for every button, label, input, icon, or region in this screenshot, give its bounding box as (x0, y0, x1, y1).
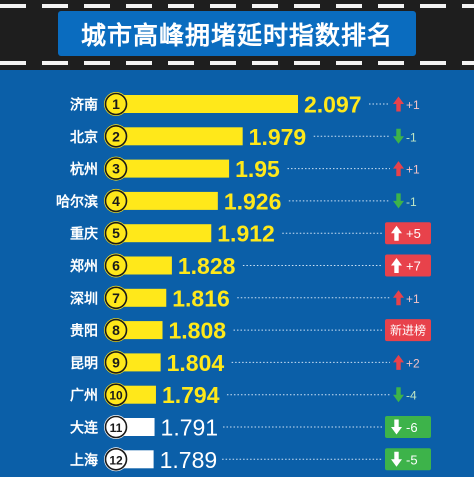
up-arrow-icon (393, 96, 404, 112)
change-text: -5 (406, 452, 418, 467)
down-arrow-icon (393, 387, 404, 403)
rank-circle (104, 125, 128, 148)
change-text: +1 (406, 292, 420, 306)
value-label: 1.808 (169, 318, 227, 344)
bar (116, 288, 167, 307)
rank-circle (104, 415, 128, 439)
road-marking-bottom (0, 61, 474, 65)
city-label: 广州 (70, 387, 98, 404)
rank-number: 9 (112, 354, 120, 370)
rank-circle (104, 189, 128, 213)
up-arrow-icon (393, 290, 404, 306)
rank-circle (104, 157, 128, 180)
down-arrow-icon (391, 451, 402, 467)
value-label: 1.816 (172, 285, 230, 311)
rank-number: 8 (112, 322, 120, 338)
value-label: 1.794 (162, 382, 220, 408)
change-text: +7 (406, 259, 421, 274)
rank-number: 4 (112, 193, 120, 209)
up-arrow-icon (393, 161, 404, 177)
rank-number: 10 (109, 389, 123, 403)
city-label: 昆明 (70, 356, 98, 372)
new-entry-text: 新进榜 (390, 323, 426, 338)
city-label: 北京 (70, 129, 98, 146)
rank-circle (104, 383, 128, 407)
change-text: -1 (406, 195, 417, 209)
change-text: +1 (406, 163, 420, 177)
value-label: 1.95 (235, 156, 280, 182)
bar (116, 256, 172, 275)
change-text: -4 (406, 389, 417, 403)
rank-number: 6 (112, 258, 120, 274)
value-label: 1.791 (161, 415, 219, 441)
city-label: 郑州 (70, 258, 98, 275)
bar (116, 95, 298, 113)
rank-number: 11 (110, 421, 123, 435)
rank-number: 5 (112, 225, 120, 241)
up-arrow-icon (391, 225, 402, 241)
value-label: 1.912 (217, 221, 275, 247)
bar (116, 127, 243, 146)
down-arrow-icon (393, 128, 404, 144)
value-label: 1.828 (178, 253, 236, 279)
rank-number: 2 (112, 128, 120, 144)
value-label: 1.979 (249, 124, 307, 150)
rank-number: 3 (112, 161, 120, 177)
city-label: 贵阳 (70, 323, 98, 340)
bar (116, 353, 161, 372)
value-label: 1.804 (167, 350, 225, 376)
change-text: -6 (406, 420, 418, 435)
city-label: 杭州 (70, 161, 98, 178)
rank-circle (104, 447, 128, 471)
value-label: 2.097 (304, 92, 362, 118)
down-arrow-icon (393, 193, 404, 209)
city-label: 重庆 (70, 226, 98, 243)
bar (116, 224, 212, 243)
bar (116, 159, 230, 178)
new-entry-badge (385, 319, 431, 342)
change-text: +1 (406, 98, 420, 112)
change-text: +2 (406, 356, 420, 370)
rank-circle (104, 92, 128, 116)
rank-number: 12 (109, 453, 123, 467)
rank-number: 1 (112, 96, 120, 112)
city-label: 大连 (70, 420, 99, 437)
change-text: +5 (406, 226, 421, 241)
rank-number: 7 (112, 290, 120, 306)
rank-circle (104, 286, 128, 310)
up-arrow-icon (391, 258, 402, 273)
city-label: 哈尔滨 (56, 193, 98, 210)
road-marking-top (0, 4, 474, 8)
value-label: 1.926 (224, 188, 282, 214)
change-text: -1 (406, 130, 417, 144)
title-band: 城市高峰拥堵延时指数排名 (0, 0, 474, 70)
city-label: 深圳 (70, 290, 98, 307)
city-label: 济南 (70, 97, 98, 114)
bar (116, 321, 163, 340)
rank-circle (104, 351, 128, 374)
chart-title: 城市高峰拥堵延时指数排名 (58, 11, 416, 56)
up-arrow-icon (393, 354, 404, 370)
bar (116, 191, 218, 210)
down-arrow-icon (391, 419, 402, 435)
rank-circle (104, 221, 128, 245)
value-label: 1.789 (160, 447, 218, 473)
city-label: 上海 (70, 452, 98, 469)
rank-circle (104, 318, 128, 342)
rank-circle (104, 254, 128, 277)
